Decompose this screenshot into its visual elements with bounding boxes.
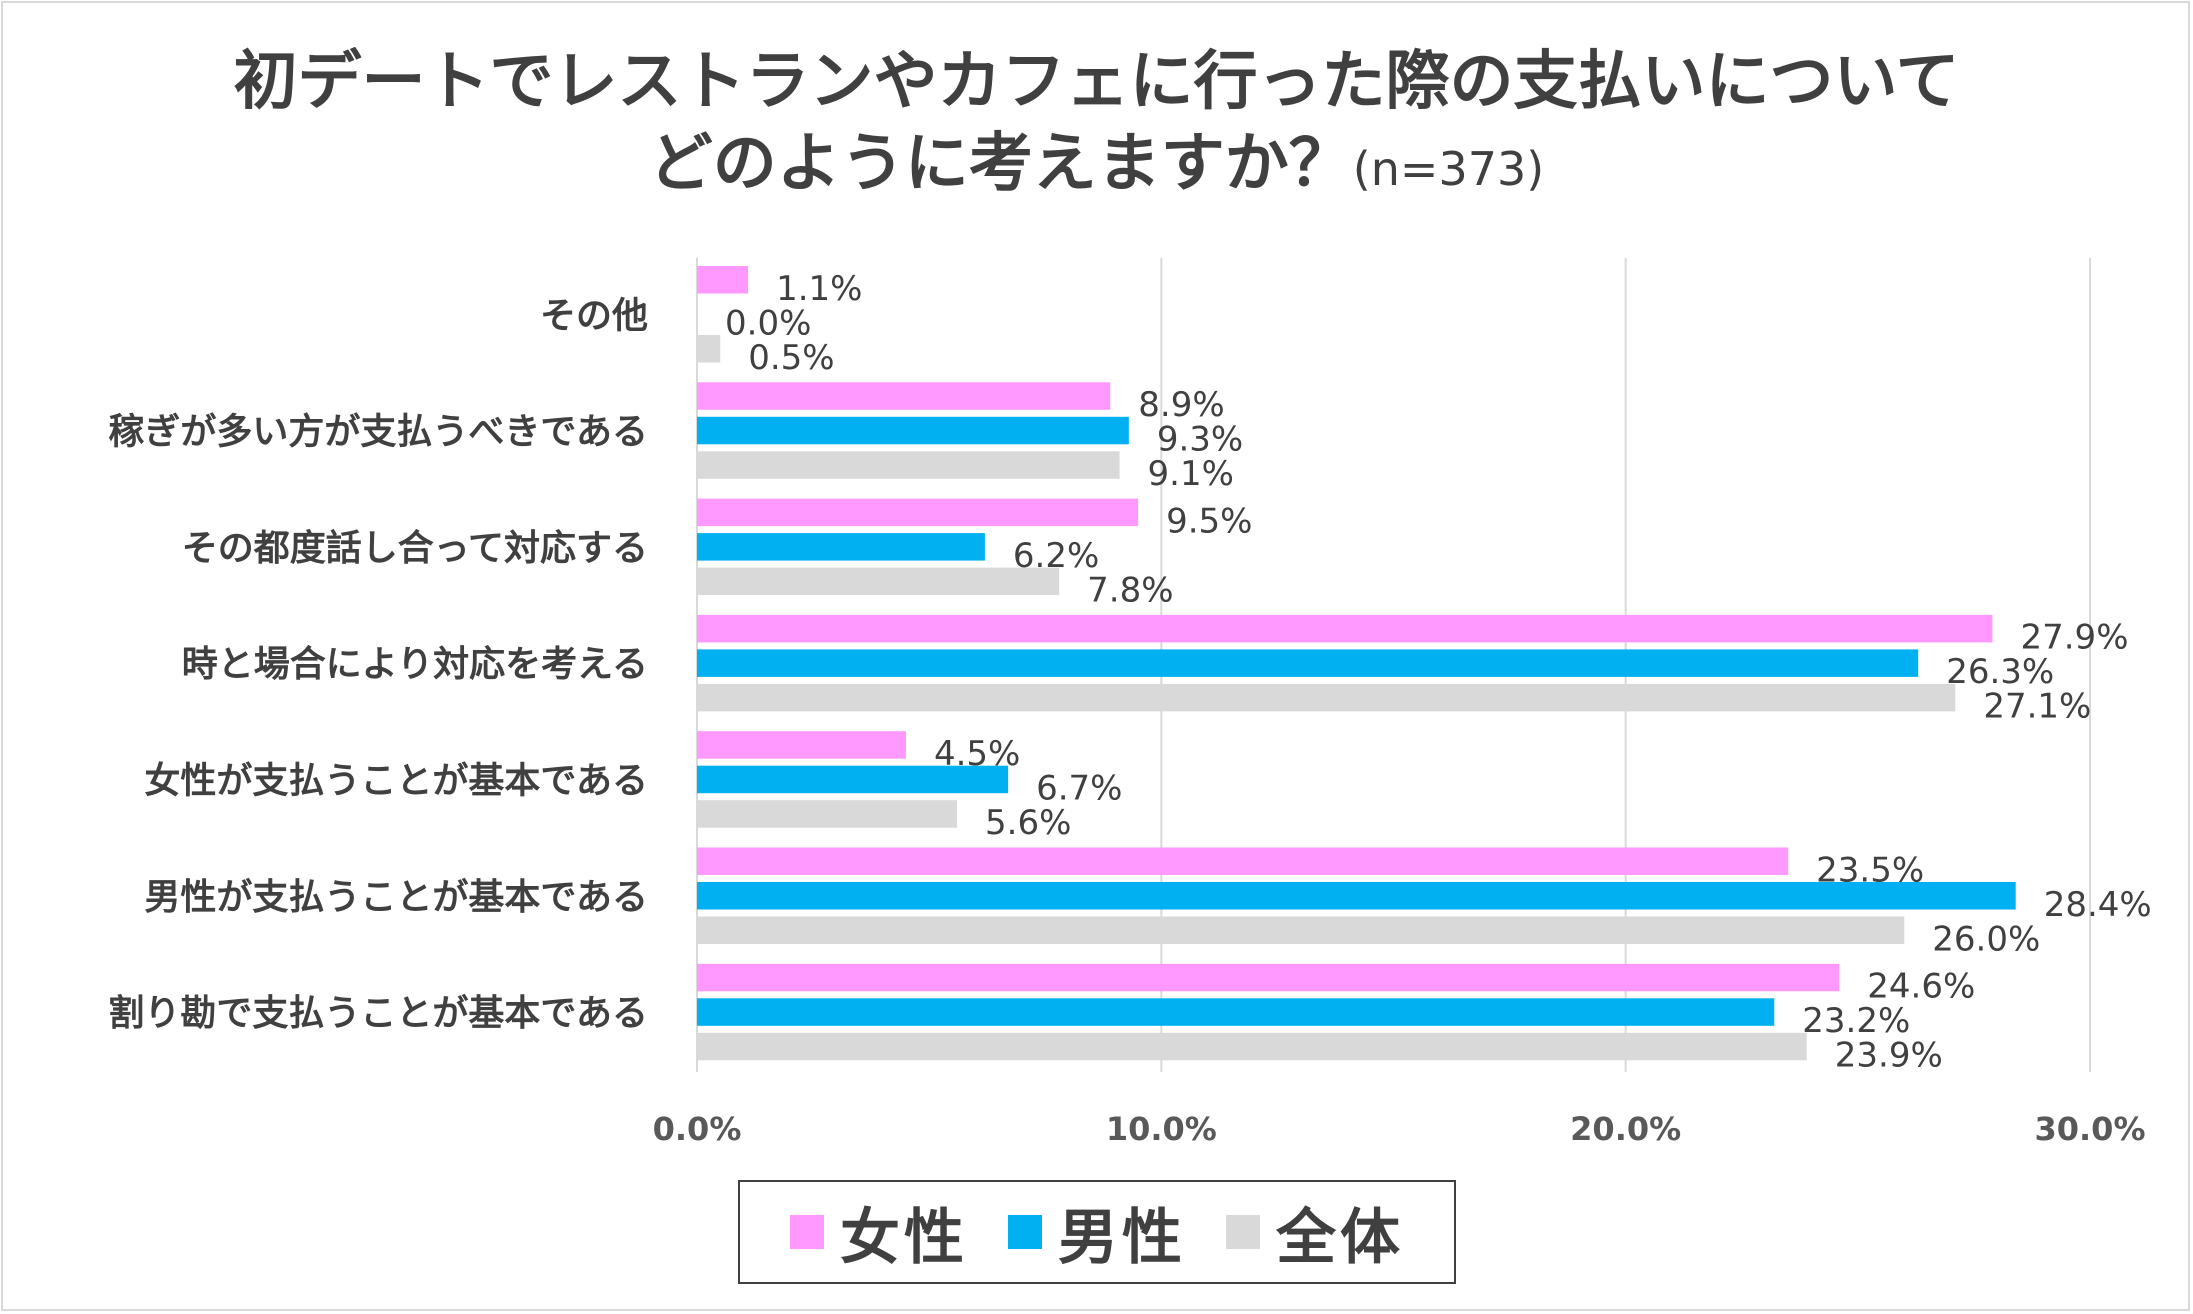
bar-overall xyxy=(697,683,1956,712)
bar-overall xyxy=(697,916,1905,944)
data-label-overall: 23.9% xyxy=(1835,1036,1943,1076)
data-label-overall: 7.8% xyxy=(1087,570,1173,610)
legend-item-male: 男性 xyxy=(1008,1189,1186,1276)
category-label: 稼ぎが多い方が支払うべきである xyxy=(108,412,648,453)
data-label-overall: 0.5% xyxy=(748,338,834,378)
category-label: その都度話し合って対応する xyxy=(182,528,648,569)
bar-female xyxy=(697,731,906,759)
legend-label-overall: 全体 xyxy=(1276,1202,1404,1273)
bar-overall xyxy=(697,800,958,828)
legend-label-male: 男性 xyxy=(1058,1202,1186,1273)
data-label-female: 1.1% xyxy=(776,269,862,309)
chart-title-line1: 初デートでレストランやカフェに行った際の支払いについて xyxy=(233,45,1960,119)
data-label-female: 8.9% xyxy=(1138,385,1224,425)
data-label-female: 24.6% xyxy=(1867,967,1975,1007)
bar-male xyxy=(697,882,2016,910)
chart-legend: 女性 男性 全体 xyxy=(738,1180,1456,1284)
x-tick-label: 20.0% xyxy=(1570,1110,1681,1148)
legend-item-overall: 全体 xyxy=(1226,1189,1404,1276)
bar-male xyxy=(697,765,1009,794)
chart-title-question: どのように考えますか？ xyxy=(648,127,1353,201)
x-tick-label: 30.0% xyxy=(2034,1110,2145,1148)
data-label-overall: 26.0% xyxy=(1932,919,2040,959)
category-label: 割り勘で支払うことが基本である xyxy=(108,993,648,1034)
legend-label-female: 女性 xyxy=(840,1202,968,1273)
bar-female xyxy=(697,498,1139,527)
bar-female xyxy=(697,614,1993,643)
category-label: 女性が支払うことが基本である xyxy=(144,760,648,801)
category-label: その他 xyxy=(540,295,648,336)
bar-male xyxy=(697,998,1775,1026)
data-label-overall: 5.6% xyxy=(985,803,1071,843)
chart-sample-size: (n=373) xyxy=(1352,142,1545,196)
legend-swatch-female xyxy=(790,1215,824,1249)
data-label-male: 6.2% xyxy=(1013,536,1099,576)
chart-title-line2: どのように考えますか？(n=373) xyxy=(0,124,2193,209)
x-tick-label: 10.0% xyxy=(1106,1110,1217,1148)
data-label-overall: 9.1% xyxy=(1148,454,1234,494)
data-label-male: 0.0% xyxy=(725,303,811,343)
category-label: 時と場合により対応を考える xyxy=(182,644,648,685)
bar-female xyxy=(697,382,1111,410)
data-label-female: 27.9% xyxy=(2020,618,2128,658)
bar-overall xyxy=(697,451,1120,479)
bar-male xyxy=(697,533,985,561)
category-label: 男性が支払うことが基本である xyxy=(144,877,648,918)
data-label-overall: 27.1% xyxy=(1983,687,2091,727)
bar-male xyxy=(697,649,1919,677)
data-label-male: 9.3% xyxy=(1157,420,1243,460)
bar-overall xyxy=(697,567,1060,596)
x-tick-label: 0.0% xyxy=(653,1110,742,1148)
legend-item-female: 女性 xyxy=(790,1189,968,1276)
bar-overall xyxy=(697,1032,1807,1061)
bar-female xyxy=(697,266,749,294)
bar-overall xyxy=(697,335,721,363)
data-label-female: 4.5% xyxy=(934,734,1020,774)
legend-swatch-overall xyxy=(1226,1215,1260,1249)
data-label-male: 23.2% xyxy=(1802,1001,1910,1041)
data-label-male: 6.7% xyxy=(1036,768,1122,808)
data-label-female: 9.5% xyxy=(1166,501,1252,541)
data-label-male: 26.3% xyxy=(1946,652,2054,692)
data-label-male: 28.4% xyxy=(2044,885,2152,925)
bar-female xyxy=(697,847,1789,875)
legend-swatch-male xyxy=(1008,1215,1042,1249)
bar-female xyxy=(697,963,1840,992)
data-label-female: 23.5% xyxy=(1816,850,1924,890)
bar-male xyxy=(697,416,1129,445)
